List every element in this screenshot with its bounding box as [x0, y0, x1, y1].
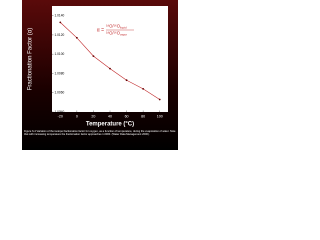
y-tick-label: 1.0140 [55, 13, 65, 17]
x-tick-label: 0 [76, 114, 78, 118]
data-point [59, 21, 62, 24]
data-point [142, 87, 145, 90]
x-tick-label: 100 [157, 114, 163, 118]
data-point [92, 55, 95, 58]
annotation-numerator-main: ¹⁸O/¹⁶O [106, 24, 121, 29]
y-tick-label: 1.0060 [55, 91, 65, 95]
y-tick-label: 1.0040 [55, 110, 65, 114]
y-tick-label: 1.0120 [55, 33, 65, 37]
data-point [158, 98, 161, 101]
annotation-lhs: α = [97, 27, 104, 33]
chart: Fractionation Factor (α) Temperature (°C… [22, 0, 178, 150]
data-point [75, 36, 78, 39]
annotation-numerator-sub: liquid [120, 25, 127, 29]
plot-area [52, 6, 168, 112]
x-tick-label: 60 [125, 114, 129, 118]
annotation-denominator-sub: vapor [120, 32, 127, 36]
x-tick-label: 80 [141, 114, 145, 118]
x-tick-label: -20 [58, 114, 63, 118]
data-point [125, 79, 128, 82]
x-axis-label: Temperature (°C) [86, 122, 134, 128]
annotation-denominator: ¹⁸O/¹⁶Ovapor [106, 31, 127, 37]
caption-box: Figure 6-4 Variation of the isotope frac… [24, 130, 176, 137]
annotation: α = ¹⁸O/¹⁶Oliquid ¹⁸O/¹⁶Ovapor [97, 24, 134, 37]
annotation-denominator-main: ¹⁸O/¹⁶O [106, 31, 121, 36]
x-tick-label: 20 [91, 114, 95, 118]
x-tick-label: 40 [108, 114, 112, 118]
y-tick-label: 1.0080 [55, 71, 65, 75]
y-axis-label: Fractionation Factor (α) [28, 28, 34, 91]
data-point [109, 67, 111, 70]
caption: Figure 6-4 Variation of the isotope frac… [24, 130, 176, 137]
y-tick-label: 1.0100 [55, 52, 65, 56]
annotation-numerator: ¹⁸O/¹⁶Oliquid [106, 24, 127, 30]
